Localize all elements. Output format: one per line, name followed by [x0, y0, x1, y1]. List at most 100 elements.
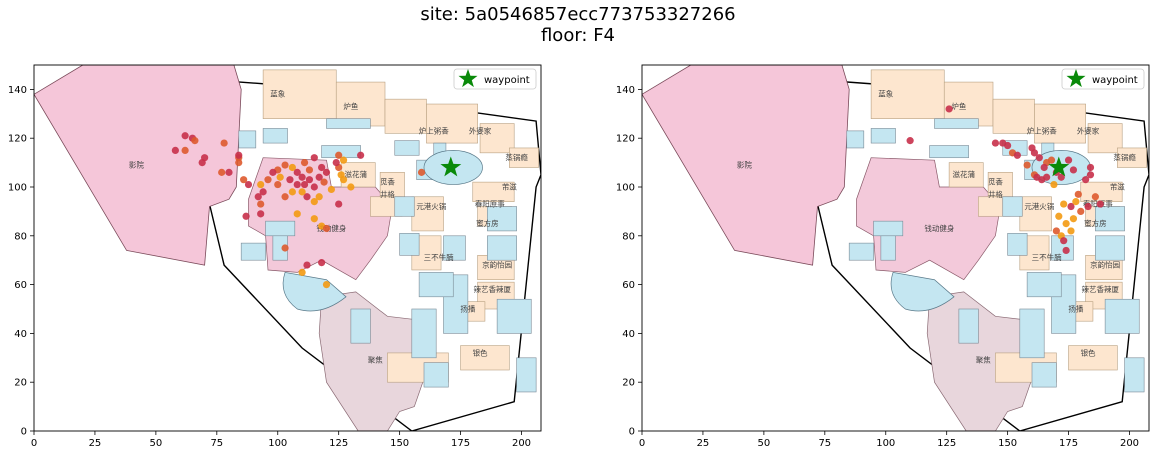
scatter-point: [269, 168, 277, 176]
scatter-point: [286, 176, 294, 184]
scatter-point: [298, 188, 306, 196]
y-tick-label: 0: [629, 427, 635, 438]
scatter-point: [1069, 166, 1078, 174]
scatter-point: [288, 163, 296, 172]
shop-unit: [1087, 123, 1123, 154]
scatter-point: [288, 188, 296, 196]
scatter-point: [1040, 163, 1048, 172]
shop-unit: [1068, 345, 1118, 371]
scatter-point: [945, 105, 953, 113]
map-label: 三不牛腩: [1032, 252, 1062, 262]
scatter-point: [318, 163, 326, 172]
atrium-lower: [282, 272, 347, 312]
scatter-point: [357, 151, 365, 159]
scatter-point: [906, 137, 914, 145]
atrium-unit: [1007, 233, 1028, 256]
floor-plan: 蓝象炉鱼炉上粥香外婆家蒸锅瘾影院滋花蒲觅香井格芾滋春阳原事元港火锅蜜方房钱动健身…: [34, 65, 541, 431]
scatter-point: [1057, 173, 1065, 181]
atrium-unit: [496, 298, 532, 334]
scatter-point: [1060, 200, 1068, 208]
scatter-point: [259, 188, 267, 196]
atrium-unit: [265, 220, 296, 237]
map-label: 炉鱼: [343, 101, 358, 111]
scatter-point: [303, 193, 311, 201]
scatter-point: [220, 139, 228, 147]
map-label: 井格: [988, 189, 1003, 199]
scatter-point: [1084, 202, 1092, 211]
map-label: 聚焦: [976, 355, 991, 365]
scatter-point: [281, 193, 289, 201]
x-tick-label: 75: [818, 438, 831, 449]
atrium-unit: [1124, 357, 1145, 393]
x-tick-label: 50: [758, 438, 771, 449]
scatter-point: [1077, 207, 1085, 215]
scatter-point: [322, 168, 331, 176]
map-label: 炉鱼: [951, 101, 966, 111]
y-tick-label: 40: [14, 329, 27, 340]
map-label: 京韵怡园: [482, 260, 512, 270]
map-label: 滋花蒲: [345, 169, 368, 179]
atrium-unit: [934, 118, 979, 129]
scatter-point: [298, 173, 306, 181]
map-label: 扬播: [1068, 303, 1084, 313]
scatter-point: [254, 193, 262, 201]
scatter-point: [1035, 154, 1043, 162]
x-tick-label: 50: [150, 438, 163, 449]
atrium-unit: [873, 220, 904, 237]
shop-unit: [948, 162, 984, 188]
scatter-point: [305, 176, 314, 184]
scatter-point: [303, 261, 311, 269]
shop-unit: [384, 98, 427, 134]
x-tick-label: 100: [268, 438, 287, 449]
figure-title-site: site: 5a0546857ecc773753327266: [420, 4, 736, 25]
scatter-point: [300, 159, 309, 167]
atrium-unit: [240, 242, 266, 261]
atrium-unit: [1031, 362, 1057, 388]
y-tick-label: 140: [616, 85, 635, 96]
y-tick-label: 0: [21, 427, 27, 438]
map-label: 芾滋: [502, 181, 517, 191]
axes-frame: [641, 64, 1150, 432]
scatter-point: [257, 200, 265, 208]
atrium-unit: [418, 272, 454, 298]
x-tick-label: 0: [639, 438, 645, 449]
y-tick-label: 100: [616, 183, 635, 194]
scatter-point: [322, 224, 331, 233]
atrium-lower: [890, 272, 955, 312]
x-tick-label: 175: [451, 438, 470, 449]
scatter-point: [1069, 215, 1078, 223]
atrium-unit: [1095, 235, 1125, 261]
scatter-point: [339, 156, 348, 164]
scatter-point: [991, 139, 1000, 147]
scatter-point: [335, 200, 343, 208]
atrium-unit: [1002, 196, 1023, 217]
figure-title-floor: floor: F4: [540, 25, 616, 46]
map-label: 芾滋: [1110, 181, 1126, 191]
shop-unit: [870, 69, 945, 119]
scatter-point: [335, 151, 343, 159]
scatter-point: [240, 176, 248, 184]
map-label: 辣艺香辣厦: [1082, 284, 1120, 294]
floor-plan: 蓝象炉鱼炉上粥香外婆家蒸锅瘾影院滋花蒲觅香井格芾滋春阳原事元港火锅蜜方房钱动健身…: [642, 65, 1149, 431]
map-label: 滋花蒲: [953, 169, 976, 179]
scatter-point: [191, 137, 199, 145]
scatter-point: [1062, 246, 1070, 255]
scatter-point: [1067, 202, 1075, 211]
atrium-unit: [1019, 308, 1045, 359]
legend-star-icon: [1066, 69, 1086, 88]
scatter-point: [171, 146, 179, 154]
y-tick-label: 40: [622, 329, 635, 340]
scatter-point: [320, 178, 328, 186]
scatter-point: [235, 159, 243, 167]
scatter-point: [1082, 176, 1090, 184]
atrium-unit: [411, 308, 437, 359]
scatter-point: [235, 151, 243, 159]
scatter-point: [293, 180, 301, 189]
scatter-point: [298, 268, 306, 276]
scatter-point: [1074, 190, 1082, 198]
map-label: 蜜方房: [1084, 218, 1107, 228]
scatter-point: [264, 176, 272, 184]
scatter-point: [257, 180, 265, 189]
